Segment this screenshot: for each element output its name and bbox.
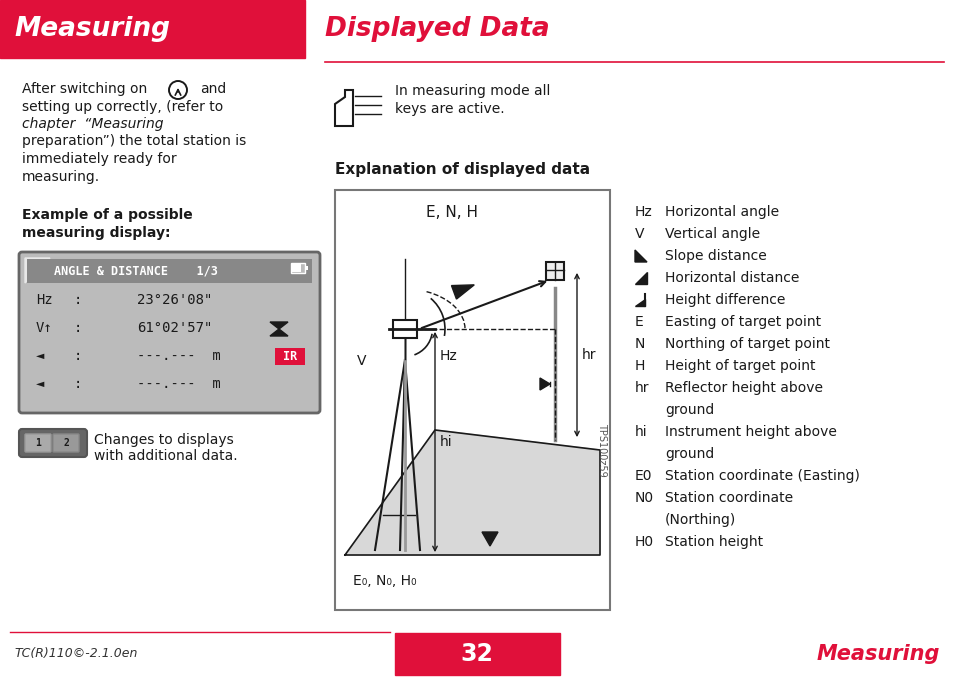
Text: Northing of target point: Northing of target point [664,337,829,351]
FancyBboxPatch shape [53,434,79,452]
Text: preparation”) the total station is: preparation”) the total station is [22,135,246,148]
FancyBboxPatch shape [19,252,319,413]
Bar [274,348,305,365]
Text: Hz: Hz [36,293,52,307]
Text: Changes to displays: Changes to displays [94,433,233,447]
Text: Easting of target point: Easting of target point [664,315,821,329]
Text: setting up correctly, (refer to: setting up correctly, (refer to [22,100,223,114]
Text: keys are active.: keys are active. [395,102,504,116]
Text: with additional data.: with additional data. [94,449,237,463]
Text: chapter  “Measuring: chapter “Measuring [22,117,163,131]
Text: E, N, H: E, N, H [426,205,477,220]
Polygon shape [635,272,646,284]
Bar [291,263,305,273]
Text: measuring.: measuring. [22,169,100,183]
Bar [27,259,312,283]
Text: E: E [635,315,643,329]
Bar [393,320,416,338]
FancyBboxPatch shape [25,434,51,452]
Text: Hz: Hz [635,205,652,219]
Bar [545,262,563,280]
Bar [305,266,308,270]
Text: Station coordinate (Easting): Station coordinate (Easting) [664,469,859,483]
Text: In measuring mode all: In measuring mode all [395,84,550,98]
Polygon shape [25,258,50,283]
Text: :: : [74,293,82,307]
Text: Instrument height above: Instrument height above [664,425,836,439]
Text: Vertical angle: Vertical angle [664,227,760,241]
Text: 23°26'08": 23°26'08" [137,293,213,307]
Polygon shape [635,299,644,306]
Text: (Northing): (Northing) [664,513,736,527]
Polygon shape [635,250,646,262]
Polygon shape [345,430,599,555]
Bar [395,633,559,675]
Text: V↑: V↑ [36,321,52,335]
Text: V: V [356,354,366,368]
Text: Hz: Hz [439,349,457,363]
Text: Height of target point: Height of target point [664,359,815,373]
Text: N: N [635,337,644,351]
Text: Horizontal angle: Horizontal angle [664,205,779,219]
Text: 61°02'57": 61°02'57" [137,321,213,335]
Text: immediately ready for: immediately ready for [22,152,176,166]
Text: Explanation of displayed data: Explanation of displayed data [335,162,590,177]
Text: IR: IR [283,351,296,364]
Text: hr: hr [581,348,596,362]
Text: measuring display:: measuring display: [22,225,171,240]
Text: TPS100z59: TPS100z59 [597,423,606,477]
Text: :: : [74,377,82,391]
Polygon shape [481,532,497,546]
Text: 1: 1 [35,438,41,448]
Text: H: H [635,359,644,373]
FancyBboxPatch shape [19,429,87,457]
Text: ground: ground [664,447,714,461]
Text: ---.---  m: ---.--- m [137,377,220,391]
Text: N0: N0 [635,491,654,505]
Text: Horizontal distance: Horizontal distance [664,271,799,285]
Polygon shape [451,285,474,299]
Text: hi: hi [635,425,647,439]
Text: TC(R)110©-2.1.0en: TC(R)110©-2.1.0en [14,647,137,661]
Text: ◄: ◄ [36,349,45,363]
Text: 32: 32 [460,642,493,666]
Text: Station coordinate: Station coordinate [664,491,792,505]
Text: Reflector height above: Reflector height above [664,381,822,395]
Text: and: and [200,82,226,96]
Text: hr: hr [635,381,649,395]
Text: Height difference: Height difference [664,293,784,307]
Text: hi: hi [439,435,452,449]
Text: E0: E0 [635,469,652,483]
Bar [0,0,305,58]
Polygon shape [270,322,288,336]
Polygon shape [539,378,550,390]
Text: Station height: Station height [664,535,762,549]
Text: Displayed Data: Displayed Data [325,16,549,42]
Text: ◄: ◄ [36,377,45,391]
Text: Measuring: Measuring [816,644,939,664]
Text: 2: 2 [63,438,69,448]
Text: ground: ground [664,403,714,417]
Text: ---.---  m: ---.--- m [137,349,220,363]
Text: ANGLE & DISTANCE    1/3: ANGLE & DISTANCE 1/3 [54,265,217,278]
Bar [292,264,301,272]
Bar [335,190,609,610]
Text: V: V [635,227,644,241]
Text: :: : [74,321,82,335]
Text: Example of a possible: Example of a possible [22,208,193,222]
Text: Slope distance: Slope distance [664,249,766,263]
Text: Measuring: Measuring [14,16,170,42]
Text: H0: H0 [635,535,654,549]
Text: E₀, N₀, H₀: E₀, N₀, H₀ [353,574,416,588]
Text: :: : [74,349,82,363]
Text: After switching on: After switching on [22,82,147,96]
